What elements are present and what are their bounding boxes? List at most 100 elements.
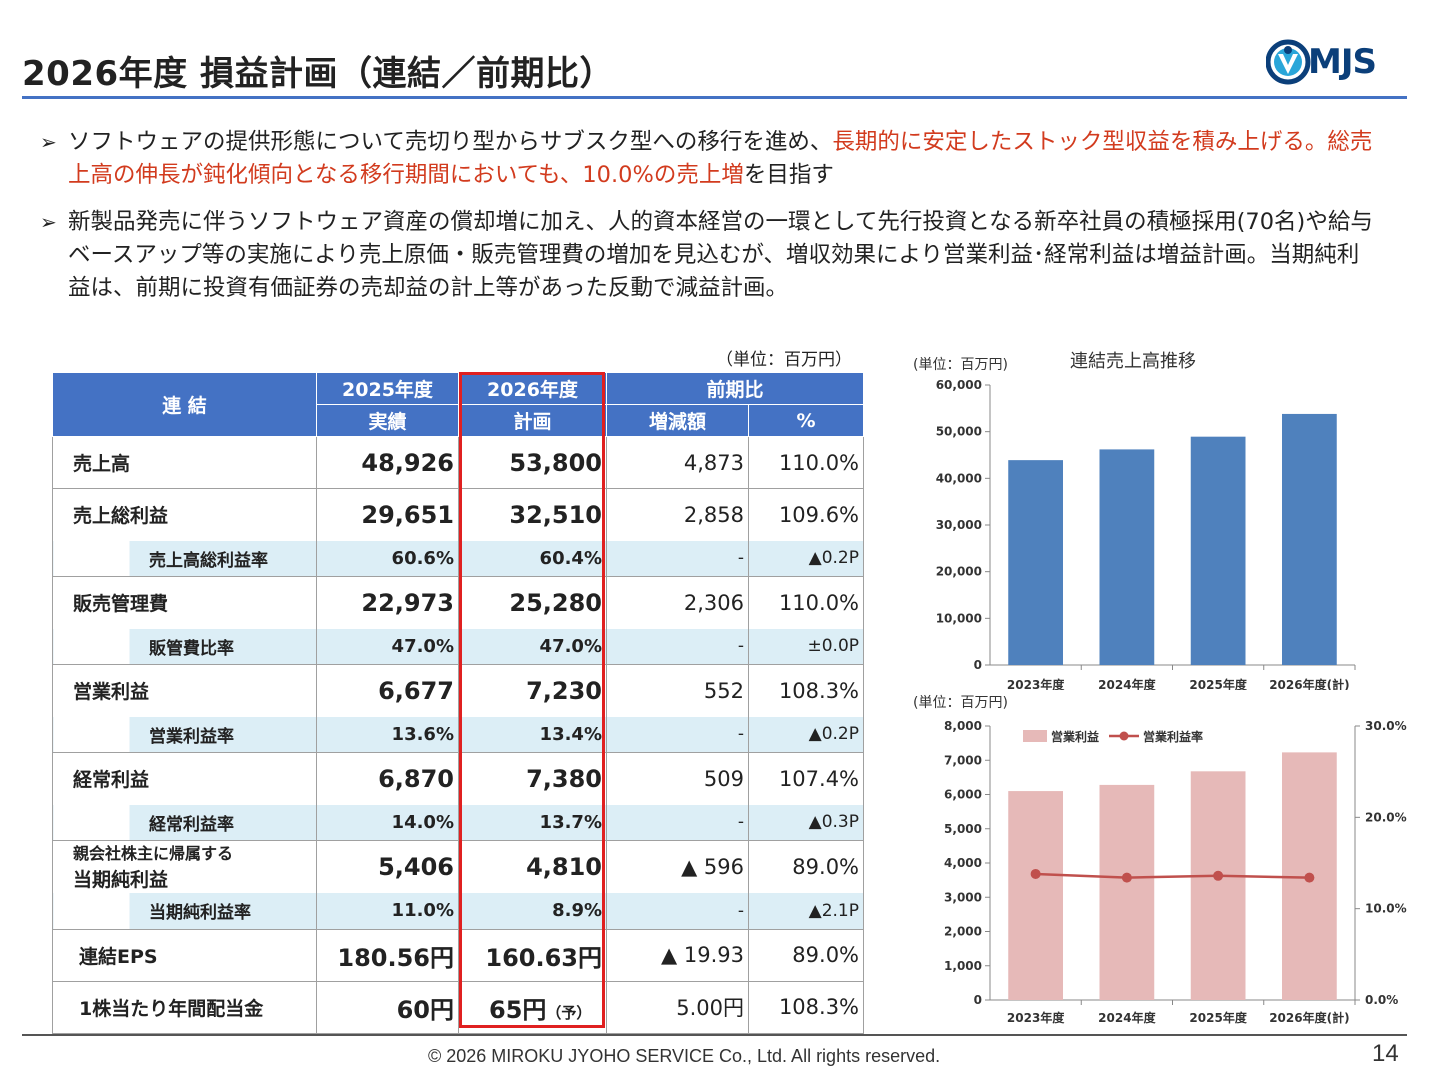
cell-2025: 60円: [316, 980, 459, 1034]
cell-2025: 180.56円: [316, 928, 459, 982]
cell-2026: 7,380: [458, 752, 607, 805]
table-row: 経常利益 6,870 7,380 509 107.4%: [52, 752, 865, 805]
chart1-bar: [1190, 436, 1246, 665]
cell-diff: ▲ 19.93: [606, 928, 749, 982]
cell-2026: 13.4%: [458, 716, 607, 753]
cell-2026: 65円（予）: [458, 980, 607, 1034]
page-title: 2026年度 損益計画（連結／前期比）: [22, 54, 614, 94]
chart2-legend-bar-swatch: [1023, 730, 1047, 742]
chart1-ytick-label: 60,000: [936, 378, 982, 392]
cell-2026: 4,810: [458, 840, 607, 893]
row-label: 営業利益: [52, 664, 317, 717]
chart2-bar: [1099, 784, 1155, 1000]
chart1-ytick-label: 20,000: [936, 565, 982, 579]
bullet-1-tail: を目指す: [743, 162, 834, 188]
header-consolidated: 連 結: [52, 372, 317, 437]
bullet-1-highlight: 長期的に安定したストック型収益を積み上げる。総売上高の伸長が鈍化傾向となる移行期…: [68, 129, 1373, 188]
cell-diff: -: [606, 804, 749, 841]
cell-pct: ▲0.2P: [747, 540, 865, 577]
subrow-label: 当期純利益率: [52, 893, 317, 930]
cell-pct: 108.3%: [747, 664, 865, 717]
header-comparison: 前期比: [605, 372, 865, 405]
cell-pct: 108.3%: [747, 980, 865, 1034]
cell-pct: 109.6%: [747, 488, 865, 541]
chart2-ytick-label: 7,000: [944, 753, 982, 767]
chart2-legend-line-label: 営業利益率: [1143, 729, 1203, 744]
bullet-2: ➢ 新製品発売に伴うソフトウェア資産の償却増に加え、人的資本経営の一環として先行…: [40, 206, 1380, 305]
cell-2026: 47.0%: [458, 628, 607, 665]
cell-2025: 13.6%: [316, 716, 459, 753]
bullet-2-text: 新製品発売に伴うソフトウェア資産の償却増に加え、人的資本経営の一環として先行投資…: [68, 209, 1373, 301]
table-subrow: 経常利益率 14.0% 13.7% - ▲0.3P: [52, 804, 865, 841]
cell-2026: 60.4%: [458, 540, 607, 577]
chart2-xtick-label: 2023年度: [1007, 1010, 1065, 1025]
cell-pct: 107.4%: [747, 752, 865, 805]
mjs-logo: [1266, 39, 1311, 85]
cell-diff: 2,306: [606, 576, 749, 629]
chart2-xtick-label: 2025年度: [1189, 1010, 1247, 1025]
cell-2025: 6,870: [316, 752, 459, 805]
operating-profit-chart: (単位：百万円) 0 1,000 2,000 3,000 4,000 5,000 6,000 7…: [913, 695, 1407, 1025]
table-subrow: 当期純利益率 11.0% 8.9% - ▲2.1P: [52, 893, 865, 930]
row-label: 連結EPS: [52, 928, 317, 982]
sales-trend-chart: (単位：百万円) 連結売上高推移 0 10,000 20,000 30,000 40,000…: [913, 351, 1356, 690]
copyright: © 2026 MIROKU JYOHO SERVICE Co., Ltd. Al…: [428, 1046, 941, 1066]
cell-diff: -: [606, 893, 749, 930]
row-label: 親会社株主に帰属する 当期純利益: [52, 840, 317, 893]
header-2025-actual: 実績: [316, 404, 459, 437]
table-row: 1株当たり年間配当金 60円 65円（予） 5.00円 108.3%: [52, 980, 865, 1034]
cell-2026: 160.63円: [458, 928, 607, 982]
header-2026-plan: 計画: [458, 404, 607, 437]
chart1-ytick-label: 0: [974, 658, 982, 672]
cell-diff: 509: [606, 752, 749, 805]
chart1-bar: [1099, 449, 1155, 665]
chart2-xtick-label: 2024年度: [1098, 1010, 1156, 1025]
chart2-y2tick-label: 30.0%: [1365, 719, 1407, 733]
cell-2026: 53,800: [458, 436, 607, 489]
cell-pct: ▲2.1P: [747, 893, 865, 930]
chart2-ytick-label: 3,000: [944, 890, 982, 904]
chart2-ytick-label: 6,000: [944, 788, 982, 802]
subrow-label: 営業利益率: [52, 716, 317, 753]
cell-pct: 110.0%: [747, 576, 865, 629]
chart2-bar: [1008, 791, 1063, 1000]
chart2-ytick-label: 1,000: [944, 959, 982, 973]
header-2026: 2026年度: [458, 372, 607, 405]
cell-pct: 89.0%: [747, 928, 865, 982]
bullet-list: ➢ ソフトウェアの提供形態について売切り型からサブスク型への移行を進め、長期的に…: [40, 126, 1380, 319]
page-number: 14: [1372, 1040, 1399, 1067]
cell-pct: 89.0%: [747, 840, 865, 893]
table-subrow: 営業利益率 13.6% 13.4% - ▲0.2P: [52, 716, 865, 753]
chart1-ytick-label: 10,000: [936, 611, 982, 625]
chart1-ytick-label: 50,000: [936, 425, 982, 439]
subrow-label: 売上高総利益率: [52, 540, 317, 577]
cell-2025: 11.0%: [316, 893, 459, 930]
cell-2025: 14.0%: [316, 804, 459, 841]
row-label: 販売管理費: [52, 576, 317, 629]
chart2-rate-point: [1304, 872, 1315, 883]
cell-diff: 5.00円: [606, 980, 749, 1034]
chart2-ytick-label: 8,000: [944, 719, 982, 733]
arrow-bullet-icon: ➢: [40, 130, 57, 154]
cell-diff: 552: [606, 664, 749, 717]
chart2-xtick-label: 2026年度(計): [1269, 1010, 1349, 1025]
chart1-xtick-label: 2024年度: [1098, 677, 1156, 690]
cell-diff: ▲ 596: [606, 840, 749, 893]
chart2-ytick-label: 5,000: [944, 822, 982, 836]
chart2-ytick-label: 2,000: [944, 925, 982, 939]
row-label: 1株当たり年間配当金: [52, 980, 317, 1034]
chart2-legend-bar-label: 営業利益: [1051, 729, 1099, 744]
chart2-y2tick-label: 10.0%: [1365, 902, 1407, 916]
table-subrow: 売上高総利益率 60.6% 60.4% - ▲0.2P: [52, 540, 865, 577]
chart2-legend-line-marker: [1119, 731, 1129, 741]
chart1-xtick-label: 2023年度: [1007, 677, 1065, 690]
cell-2026: 32,510: [458, 488, 607, 541]
row-label-line1: 親会社株主に帰属する: [73, 844, 234, 863]
chart2-rate-point: [1213, 870, 1224, 881]
cell-2026: 25,280: [458, 576, 607, 629]
title-divider: [22, 96, 1407, 99]
cell-diff: -: [606, 716, 749, 753]
chart2-ytick-label: 4,000: [944, 856, 982, 870]
cell-2025: 29,651: [316, 488, 459, 541]
row-label: 売上高: [52, 436, 317, 489]
